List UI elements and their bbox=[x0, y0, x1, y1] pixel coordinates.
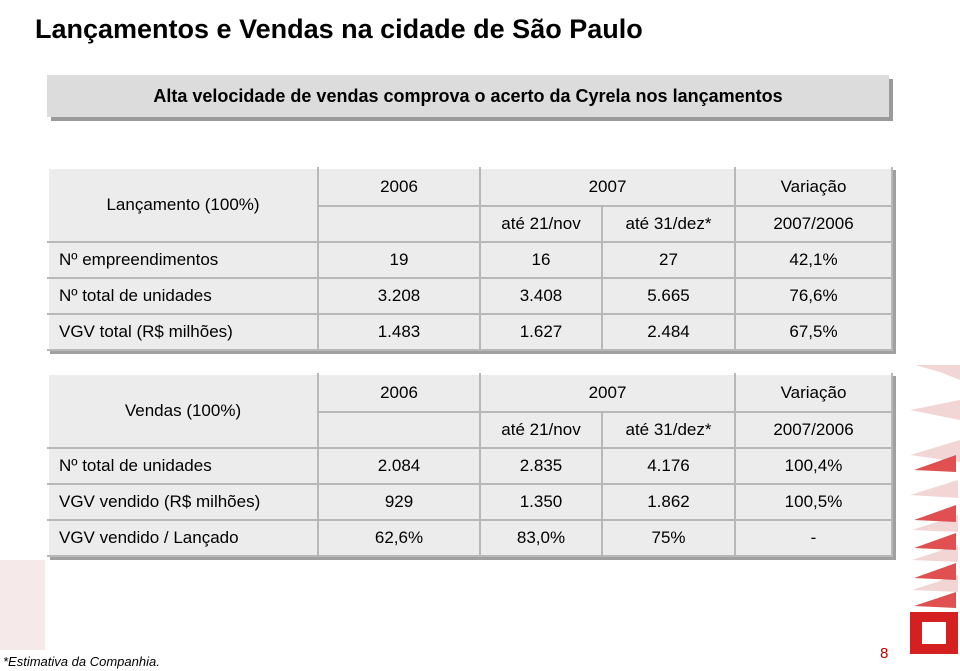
cell: 4.176 bbox=[601, 447, 736, 485]
header-year: 2007 bbox=[479, 373, 736, 413]
cell: 3.208 bbox=[317, 277, 481, 315]
empty-cell bbox=[317, 411, 481, 449]
cell: 16 bbox=[479, 241, 603, 279]
header-variation: Variação bbox=[734, 167, 893, 207]
cell: 76,6% bbox=[734, 277, 893, 315]
cell: 83,0% bbox=[479, 519, 603, 557]
row-label: VGV vendido (R$ milhões) bbox=[47, 483, 319, 521]
cell: 67,5% bbox=[734, 313, 893, 351]
row-label: Nº total de unidades bbox=[47, 447, 319, 485]
header-row: até 21/nov até 31/dez* 2007/2006 bbox=[48, 411, 893, 449]
header-sub: até 31/dez* bbox=[601, 205, 736, 243]
deco-logo-inner bbox=[922, 622, 946, 644]
subtitle-banner: Alta velocidade de vendas comprova o ace… bbox=[47, 75, 889, 117]
cell: 2.835 bbox=[479, 447, 603, 485]
cell: - bbox=[734, 519, 893, 557]
cell: 929 bbox=[317, 483, 481, 521]
cell: 42,1% bbox=[734, 241, 893, 279]
cell: 62,6% bbox=[317, 519, 481, 557]
header-row: Lançamento (100%) 2006 2007 Variação bbox=[47, 167, 893, 243]
row-label: Nº total de unidades bbox=[47, 277, 319, 315]
deco-arrows bbox=[910, 365, 960, 592]
cell: 27 bbox=[601, 241, 736, 279]
table-row: Nº total de unidades 3.208 3.408 5.665 76,6% bbox=[47, 277, 893, 315]
header-label: Lançamento (100%) bbox=[47, 167, 319, 243]
header-sub: 2007/2006 bbox=[734, 205, 893, 243]
title: Lançamentos e Vendas na cidade de São Pa… bbox=[35, 14, 643, 44]
header-variation: Variação bbox=[734, 373, 893, 413]
data-table: Lançamento (100%) 2006 2007 Variação até 21/… bbox=[47, 167, 893, 351]
header-sub: 2007/2006 bbox=[734, 411, 893, 449]
row-label: VGV vendido / Lançado bbox=[47, 519, 319, 557]
header-row: Vendas (100%) 2006 2007 Variação bbox=[47, 373, 893, 449]
footnote: *Estimativa da Companhia. bbox=[3, 654, 160, 669]
data-table: Vendas (100%) 2006 2007 Variação até 21/nov a… bbox=[47, 373, 893, 557]
cell: 100,5% bbox=[734, 483, 893, 521]
cell: 1.483 bbox=[317, 313, 481, 351]
row-label: Nº empreendimentos bbox=[47, 241, 319, 279]
cell: 100,4% bbox=[734, 447, 893, 485]
table-row: VGV total (R$ milhões) 1.483 1.627 2.484 67,… bbox=[47, 313, 893, 351]
table-row: VGV vendido (R$ milhões) 929 1.350 1.862 100… bbox=[47, 483, 893, 521]
subtitle: Alta velocidade de vendas comprova o ace… bbox=[153, 85, 783, 106]
table-row: Nº empreendimentos 19 16 27 42,1% bbox=[47, 241, 893, 279]
page-number: 8 bbox=[880, 645, 889, 662]
cell: 1.627 bbox=[479, 313, 603, 351]
empty-cell bbox=[317, 205, 481, 243]
cell: 75% bbox=[601, 519, 736, 557]
cell: 3.408 bbox=[479, 277, 603, 315]
header-sub: até 21/nov bbox=[479, 411, 603, 449]
cell: 2.484 bbox=[601, 313, 736, 351]
table-row: Nº total de unidades 2.084 2.835 4.176 100,4… bbox=[47, 447, 893, 485]
header-label: Vendas (100%) bbox=[47, 373, 319, 449]
cell: 5.665 bbox=[601, 277, 736, 315]
row-label: VGV total (R$ milhões) bbox=[47, 313, 319, 351]
header-year: 2006 bbox=[317, 373, 481, 413]
cell: 1.862 bbox=[601, 483, 736, 521]
cell: 19 bbox=[317, 241, 481, 279]
table-row: VGV vendido / Lançado 62,6% 83,0% 75% - bbox=[47, 519, 893, 557]
deco-block bbox=[0, 560, 45, 650]
header-year: 2006 bbox=[317, 167, 481, 207]
cell: 1.350 bbox=[479, 483, 603, 521]
cell: 2.084 bbox=[317, 447, 481, 485]
header-sub: até 21/nov bbox=[479, 205, 603, 243]
header-sub: até 31/dez* bbox=[601, 411, 736, 449]
header-year: 2007 bbox=[479, 167, 736, 207]
header-row: até 21/nov até 31/dez* 2007/2006 bbox=[48, 205, 893, 243]
deco-arrows-strong bbox=[914, 455, 956, 608]
